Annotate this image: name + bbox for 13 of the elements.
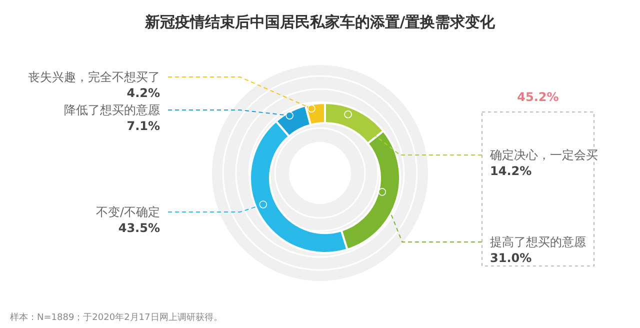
data-label: 4.2% [126, 86, 160, 100]
slice-label: 确定决心，一定会买 [489, 148, 598, 162]
data-label: 14.2% [490, 164, 532, 178]
data-label: 43.5% [118, 221, 160, 235]
slice-label: 降低了想买的意愿 [64, 103, 160, 117]
slice-label: 丧失兴趣，完全不想买了 [28, 70, 160, 84]
data-label: 31.0% [490, 251, 532, 265]
data-label: 7.1% [126, 119, 160, 133]
slice-label: 不变/不确定 [96, 205, 160, 219]
slice-label: 提高了想买的意愿 [490, 235, 586, 249]
chart-title: 新冠疫情结束后中国居民私家车的添置/置换需求变化 [144, 13, 496, 31]
text: 45.2% [517, 90, 559, 104]
text: 样本：N=1889；于2020年2月17日网上调研获得。 [10, 312, 222, 323]
